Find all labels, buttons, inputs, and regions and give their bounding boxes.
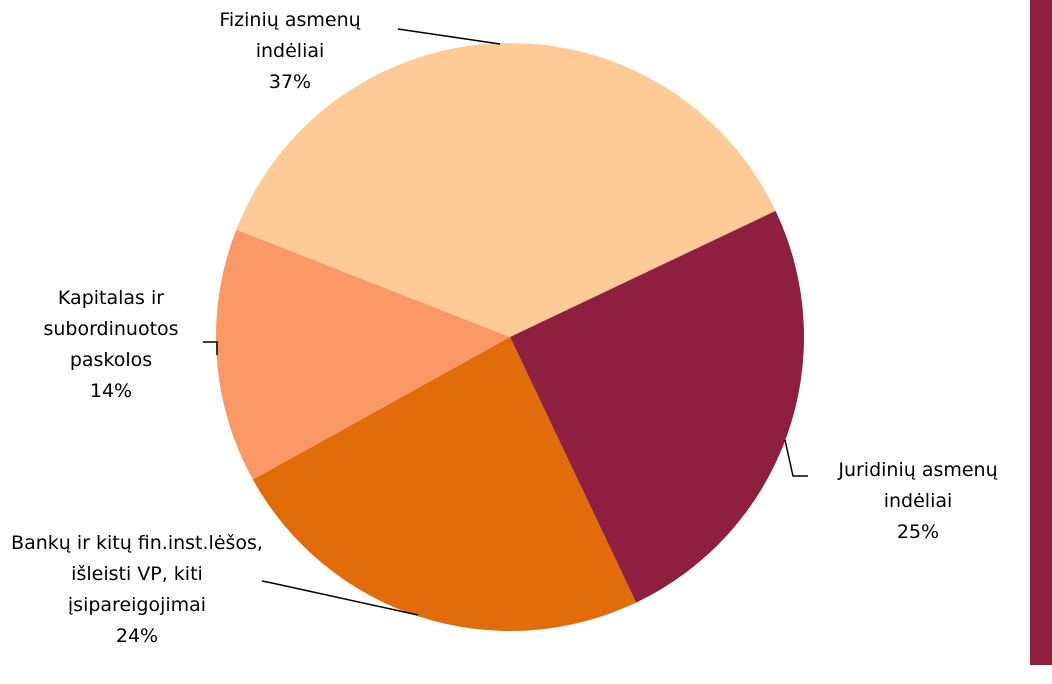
slice-name: Juridinių asmenų indėliai xyxy=(838,459,998,512)
pie-slice xyxy=(510,210,804,603)
leader-line xyxy=(784,439,808,477)
slice-name: Bankų ir kitų fin.inst.lėšos, išleisti V… xyxy=(11,532,263,616)
slice-label: Juridinių asmenų indėliai 25% xyxy=(813,455,1023,548)
pie-slice xyxy=(252,337,637,631)
slice-label: Fizinių asmenų indėliai 37% xyxy=(200,5,380,98)
slice-value: 37% xyxy=(268,71,312,93)
side-bar xyxy=(1030,0,1052,665)
leader-line xyxy=(397,28,501,45)
slice-value: 25% xyxy=(896,521,940,543)
leader-line xyxy=(203,341,218,355)
slice-value: 24% xyxy=(115,625,159,647)
leader-lines xyxy=(203,28,808,616)
slice-name: Fizinių asmenų indėliai xyxy=(219,9,361,62)
pie-slice xyxy=(236,43,776,337)
slice-label: Kapitalas ir subordinuotos paskolos 14% xyxy=(29,283,194,407)
pie-slice xyxy=(216,229,511,480)
pie xyxy=(216,43,804,631)
slice-name: Kapitalas ir subordinuotos paskolos xyxy=(43,287,179,371)
leader-line xyxy=(261,580,419,616)
slice-label: Bankų ir kitų fin.inst.lėšos, išleisti V… xyxy=(6,528,268,652)
slice-value: 14% xyxy=(89,380,133,402)
